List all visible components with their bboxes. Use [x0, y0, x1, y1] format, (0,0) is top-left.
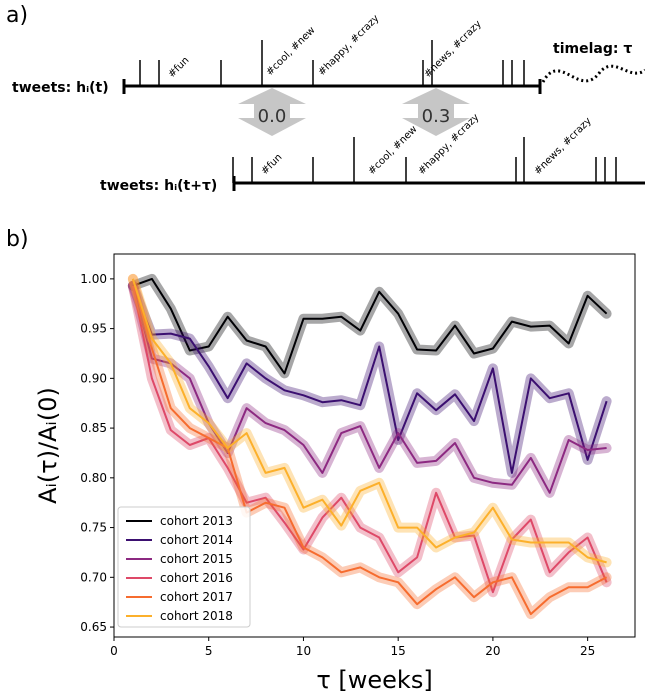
- legend-entry: cohort 2016: [160, 571, 233, 585]
- timelag-curve: [541, 64, 645, 83]
- y-axis-label: Aᵢ(τ)/Aᵢ(0): [34, 387, 62, 504]
- legend: cohort 2013 cohort 2014 cohort 2015 cohort …: [117, 506, 251, 628]
- x-tick-label: 5: [205, 644, 213, 658]
- y-tick-label: 0.85: [80, 421, 107, 435]
- y-tick-label: 0.90: [80, 371, 107, 385]
- x-tick-label: 15: [391, 644, 406, 658]
- series-line-5: [131, 278, 608, 616]
- timeline-bottom-ticks: [232, 137, 617, 183]
- hashtag-label: #cool, #new: [264, 25, 317, 78]
- hashtag-label: #fun: [166, 55, 191, 80]
- double-arrow-icon: [402, 88, 470, 136]
- timeline-top-label: tweets: hᵢ(t): [12, 80, 109, 96]
- panel-b: b) 0 5 10 15 20 25 0.65 0.70 0.75 0.80 0.85 0.90 0.9…: [6, 227, 636, 694]
- legend-entry: cohort 2014: [160, 533, 233, 547]
- series-line-4: [131, 285, 608, 594]
- series-line-1: [132, 277, 608, 375]
- panel-a-label: a): [6, 3, 28, 28]
- hashtag-label: #news, #crazy: [532, 116, 594, 178]
- similarity-arrow-1: 0.0: [238, 88, 306, 136]
- timeline-bottom: tweets: hᵢ(t+τ) #fun #cool, #new #happy,…: [100, 112, 645, 194]
- timeline-top-ticks: [139, 40, 525, 86]
- similarity-value: 0.3: [422, 106, 451, 127]
- hashtag-label: #happy, #crazy: [316, 13, 381, 78]
- y-tick-label: 0.75: [80, 521, 107, 535]
- y-tick-label: 1.00: [80, 272, 107, 286]
- hashtag-label: #fun: [259, 152, 284, 177]
- timeline-top-hashtags: #fun #cool, #new #happy, #crazy #news, #…: [166, 13, 484, 80]
- y-tick-label: 0.95: [80, 322, 107, 336]
- x-tick-label: 0: [110, 644, 118, 658]
- series-line-2: [131, 285, 608, 474]
- timeline-bottom-label: tweets: hᵢ(t+τ): [100, 178, 217, 194]
- y-tick-label: 0.65: [80, 620, 107, 634]
- y-tick-label: 0.80: [80, 471, 107, 485]
- x-tick-label: 25: [580, 644, 595, 658]
- x-tick-label: 10: [296, 644, 311, 658]
- series-line-6: [131, 278, 607, 564]
- plot-frame: [113, 253, 636, 638]
- legend-entry: cohort 2015: [160, 552, 233, 566]
- timelag-label: timelag: τ: [553, 41, 632, 57]
- line-chart: 0 5 10 15 20 25 0.65 0.70 0.75 0.80 0.85 0.90 0.95 1.…: [34, 253, 636, 694]
- similarity-arrow-2: 0.3: [402, 88, 470, 136]
- timeline-top: tweets: hᵢ(t) #fun #cool, #new #happy, #…: [12, 13, 542, 96]
- panel-b-label: b): [6, 227, 29, 252]
- similarity-value: 0.0: [258, 106, 287, 127]
- y-tick-label: 0.70: [80, 570, 107, 584]
- legend-entry: cohort 2018: [160, 609, 233, 623]
- double-arrow-icon: [238, 88, 306, 136]
- hashtag-label: #cool, #new: [366, 124, 419, 177]
- legend-entry: cohort 2013: [160, 514, 233, 528]
- legend-entry: cohort 2017: [160, 590, 233, 604]
- panel-a: a) tweets: hᵢ(t) #fun #cool, #new: [6, 3, 645, 194]
- x-axis-label: τ [weeks]: [316, 666, 432, 694]
- x-tick-label: 20: [485, 644, 500, 658]
